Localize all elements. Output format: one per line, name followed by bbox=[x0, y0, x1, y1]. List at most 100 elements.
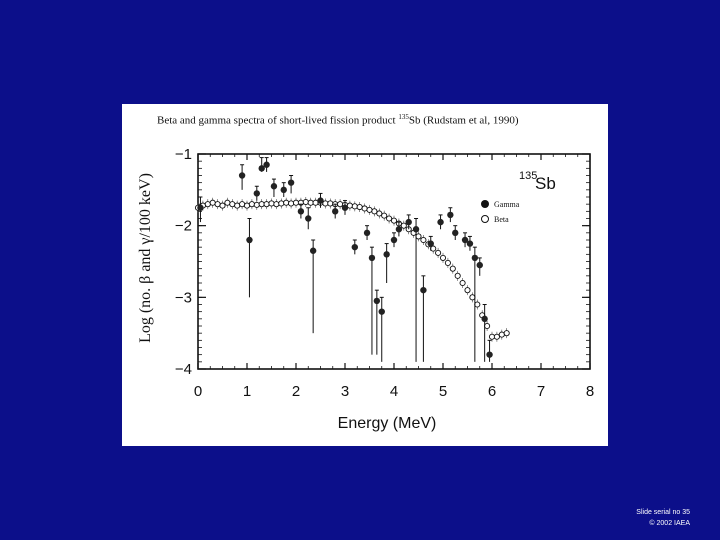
beta-point bbox=[209, 199, 216, 206]
y-tick-label: −3 bbox=[175, 289, 192, 306]
gamma-point bbox=[461, 236, 469, 244]
gamma-point bbox=[412, 226, 420, 233]
isotope-symbol: Sb bbox=[535, 174, 556, 193]
x-tick-label: 1 bbox=[243, 383, 251, 400]
x-tick-label: 7 bbox=[537, 383, 545, 400]
beta-point bbox=[503, 330, 510, 337]
gamma-point bbox=[383, 251, 390, 258]
isotope-annotation: 135 Sb bbox=[519, 170, 556, 193]
chart-caption: Beta and gamma spectra of short-lived fi… bbox=[157, 113, 519, 127]
gamma-series bbox=[197, 157, 493, 362]
gamma-point bbox=[317, 197, 324, 204]
slide-serial: Slide serial no 35 bbox=[636, 509, 690, 516]
y-tick-label: −2 bbox=[175, 218, 192, 235]
gamma-point bbox=[420, 286, 427, 294]
beta-point bbox=[268, 200, 275, 207]
beta-point bbox=[400, 222, 407, 229]
beta-point bbox=[219, 202, 226, 209]
beta-point bbox=[484, 322, 491, 330]
x-tick-label: 2 bbox=[292, 383, 300, 400]
gamma-point bbox=[395, 226, 403, 233]
beta-point bbox=[435, 249, 442, 256]
beta-point bbox=[307, 199, 314, 206]
gamma-point bbox=[427, 240, 434, 247]
beta-point bbox=[337, 201, 344, 208]
beta-point bbox=[239, 201, 246, 208]
gamma-point bbox=[390, 236, 398, 244]
beta-point bbox=[322, 200, 329, 207]
x-axis-label: Energy (MeV) bbox=[338, 415, 437, 432]
beta-point bbox=[415, 233, 422, 240]
gamma-point bbox=[437, 218, 444, 226]
beta-point bbox=[444, 259, 451, 266]
gamma-point bbox=[309, 247, 317, 254]
beta-point bbox=[263, 201, 270, 208]
x-tick-label: 5 bbox=[439, 383, 447, 400]
beta-point bbox=[248, 201, 255, 208]
caption-isotope-mass: 135 bbox=[398, 113, 409, 121]
beta-point bbox=[214, 201, 221, 208]
beta-point bbox=[258, 201, 265, 208]
slide-copyright: © 2002 IAEA bbox=[649, 520, 690, 527]
legend-gamma-marker bbox=[481, 200, 489, 208]
beta-point bbox=[253, 201, 260, 208]
y-tick-label: −1 bbox=[175, 146, 192, 163]
beta-point bbox=[351, 203, 358, 210]
x-tick-label: 0 bbox=[194, 383, 202, 400]
gamma-point bbox=[363, 229, 371, 237]
x-tick-label: 6 bbox=[488, 383, 496, 400]
gamma-point bbox=[246, 236, 253, 244]
gamma-point bbox=[476, 261, 483, 269]
legend-beta-label: Beta bbox=[494, 215, 509, 224]
beta-point bbox=[474, 301, 481, 308]
beta-point bbox=[439, 254, 447, 261]
beta-point bbox=[229, 201, 236, 208]
caption-prefix: Beta and gamma spectra of short-lived fi… bbox=[157, 114, 399, 127]
gamma-point bbox=[297, 208, 305, 215]
gamma-point bbox=[287, 179, 295, 186]
beta-point bbox=[292, 199, 300, 206]
slide-footer: Slide serial no 35 © 2002 IAEA bbox=[636, 507, 690, 529]
y-axis-label: Log (no. β and γ/100 keV) bbox=[137, 173, 154, 343]
gamma-point bbox=[378, 308, 385, 315]
beta-point bbox=[273, 201, 280, 208]
gamma-point bbox=[270, 183, 278, 190]
beta-point bbox=[234, 202, 241, 209]
gamma-point bbox=[351, 243, 358, 251]
beta-point bbox=[498, 331, 505, 338]
beta-series bbox=[194, 197, 510, 342]
beta-point bbox=[224, 199, 231, 206]
gamma-point bbox=[368, 254, 376, 262]
y-tick-label: −4 bbox=[175, 361, 192, 378]
caption-suffix: Sb (Rudstam et al, 1990) bbox=[408, 114, 519, 127]
beta-point bbox=[386, 215, 393, 222]
beta-point bbox=[204, 201, 211, 208]
chart-legend: Gamma Beta bbox=[481, 200, 520, 224]
beta-point bbox=[420, 236, 427, 244]
beta-point bbox=[381, 212, 388, 219]
beta-point bbox=[327, 200, 334, 207]
gamma-point bbox=[447, 211, 454, 219]
gamma-point bbox=[305, 215, 312, 222]
beta-point bbox=[449, 265, 456, 272]
isotope-mass: 135 bbox=[519, 170, 537, 182]
beta-point bbox=[361, 205, 368, 212]
beta-point bbox=[283, 199, 290, 206]
beta-point bbox=[469, 294, 476, 301]
beta-point bbox=[390, 217, 398, 224]
beta-point bbox=[430, 245, 437, 252]
legend-gamma-label: Gamma bbox=[494, 200, 520, 209]
gamma-point bbox=[197, 204, 204, 211]
beta-point bbox=[302, 198, 309, 206]
gamma-point bbox=[263, 161, 270, 168]
gamma-point bbox=[471, 254, 479, 262]
gamma-point bbox=[280, 186, 287, 194]
beta-point bbox=[376, 210, 383, 217]
x-tick-label: 8 bbox=[586, 383, 594, 400]
beta-point bbox=[243, 202, 251, 209]
gamma-point bbox=[332, 208, 339, 215]
gamma-point bbox=[481, 315, 488, 323]
beta-point bbox=[454, 272, 461, 279]
x-tick-label: 4 bbox=[390, 383, 398, 400]
axis-ticks: 0 1 2 3 4 5 6 7 8 −1 −2 −3 −4 bbox=[175, 146, 594, 400]
